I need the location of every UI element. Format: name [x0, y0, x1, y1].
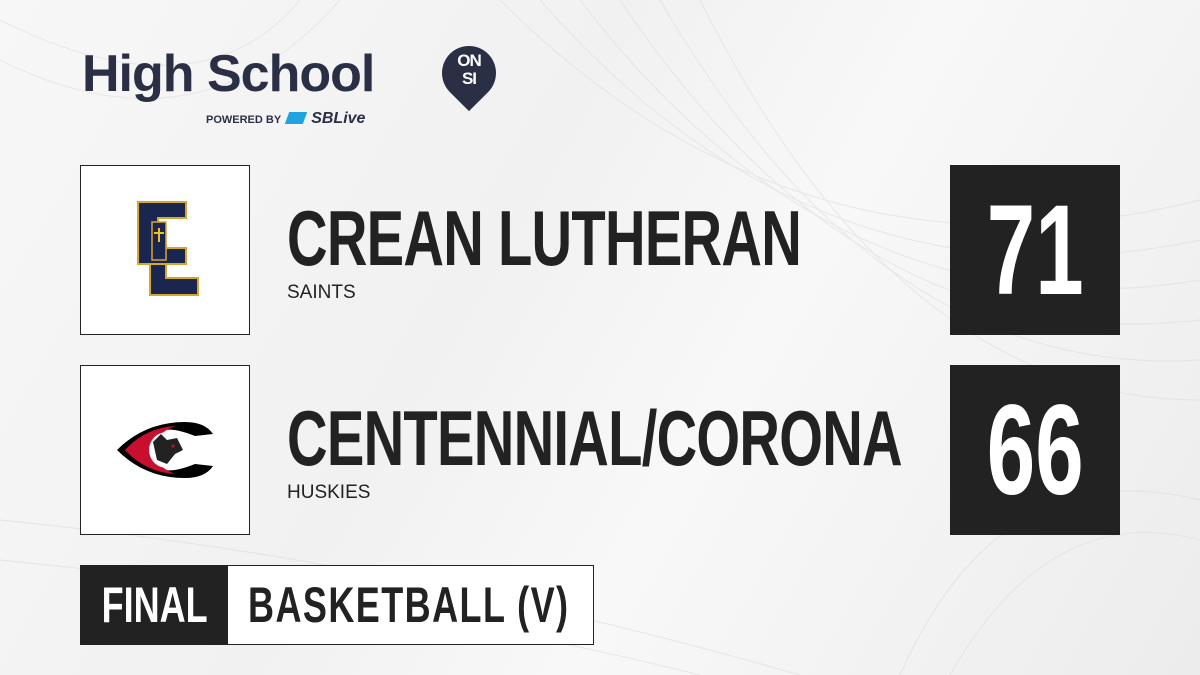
final-badge: FINAL	[81, 566, 228, 644]
team-logo-away	[80, 365, 250, 535]
powered-by: POWERED BY SBLive	[206, 110, 366, 127]
team-name-home: CREAN LUTHERAN	[287, 194, 802, 282]
brand-logo: High School ON SI POWERED BY SBLive	[82, 34, 508, 127]
score-home: 71	[950, 165, 1120, 335]
team-logo-home	[80, 165, 250, 335]
sport-label: BASKETBALL (V)	[248, 577, 570, 633]
score-away: 66	[950, 365, 1120, 535]
sblive-mark-icon	[285, 112, 308, 124]
husky-c-logo	[117, 422, 213, 478]
cl-monogram-logo	[137, 201, 199, 296]
team-mascot-away: HUSKIES	[287, 482, 371, 503]
team-mascot-home: SAINTS	[287, 282, 356, 303]
game-status-bar: FINAL BASKETBALL (V)	[80, 565, 594, 645]
team-name-away: CENTENNIAL/CORONA	[287, 394, 903, 482]
brand-title: High School	[82, 45, 375, 103]
pin-text: ON SI	[457, 51, 482, 88]
